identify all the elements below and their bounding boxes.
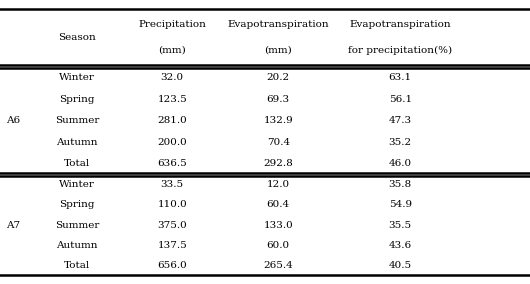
Text: Evapotranspiration: Evapotranspiration bbox=[349, 20, 451, 29]
Text: 137.5: 137.5 bbox=[157, 241, 187, 250]
Text: 265.4: 265.4 bbox=[263, 261, 293, 270]
Text: (mm): (mm) bbox=[158, 46, 186, 55]
Text: Total: Total bbox=[64, 261, 90, 270]
Text: 63.1: 63.1 bbox=[388, 73, 412, 82]
Text: A7: A7 bbox=[6, 221, 20, 229]
Text: Winter: Winter bbox=[59, 180, 95, 189]
Text: 60.0: 60.0 bbox=[267, 241, 290, 250]
Text: Spring: Spring bbox=[59, 95, 94, 104]
Text: 70.4: 70.4 bbox=[267, 138, 290, 147]
Text: 69.3: 69.3 bbox=[267, 95, 290, 104]
Text: 12.0: 12.0 bbox=[267, 180, 290, 189]
Text: Spring: Spring bbox=[59, 201, 94, 209]
Text: Evapotranspiration: Evapotranspiration bbox=[227, 20, 329, 29]
Text: 110.0: 110.0 bbox=[157, 201, 187, 209]
Text: Summer: Summer bbox=[55, 116, 99, 125]
Text: 35.2: 35.2 bbox=[388, 138, 412, 147]
Text: Autumn: Autumn bbox=[56, 138, 98, 147]
Text: 40.5: 40.5 bbox=[388, 261, 412, 270]
Text: 33.5: 33.5 bbox=[161, 180, 184, 189]
Text: 35.8: 35.8 bbox=[388, 180, 412, 189]
Text: for precipitation(%): for precipitation(%) bbox=[348, 46, 452, 55]
Text: 123.5: 123.5 bbox=[157, 95, 187, 104]
Text: 20.2: 20.2 bbox=[267, 73, 290, 82]
Text: 133.0: 133.0 bbox=[263, 221, 293, 229]
Text: A6: A6 bbox=[6, 116, 20, 125]
Text: 375.0: 375.0 bbox=[157, 221, 187, 229]
Text: 35.5: 35.5 bbox=[388, 221, 412, 229]
Text: Autumn: Autumn bbox=[56, 241, 98, 250]
Text: Precipitation: Precipitation bbox=[138, 20, 206, 29]
Text: Total: Total bbox=[64, 159, 90, 168]
Text: 292.8: 292.8 bbox=[263, 159, 293, 168]
Text: 200.0: 200.0 bbox=[157, 138, 187, 147]
Text: 32.0: 32.0 bbox=[161, 73, 184, 82]
Text: 54.9: 54.9 bbox=[388, 201, 412, 209]
Text: 636.5: 636.5 bbox=[157, 159, 187, 168]
Text: 60.4: 60.4 bbox=[267, 201, 290, 209]
Text: 281.0: 281.0 bbox=[157, 116, 187, 125]
Text: Winter: Winter bbox=[59, 73, 95, 82]
Text: 656.0: 656.0 bbox=[157, 261, 187, 270]
Text: Summer: Summer bbox=[55, 221, 99, 229]
Text: 43.6: 43.6 bbox=[388, 241, 412, 250]
Text: 132.9: 132.9 bbox=[263, 116, 293, 125]
Text: 47.3: 47.3 bbox=[388, 116, 412, 125]
Text: Season: Season bbox=[58, 33, 96, 42]
Text: 56.1: 56.1 bbox=[388, 95, 412, 104]
Text: 46.0: 46.0 bbox=[388, 159, 412, 168]
Text: (mm): (mm) bbox=[264, 46, 292, 55]
